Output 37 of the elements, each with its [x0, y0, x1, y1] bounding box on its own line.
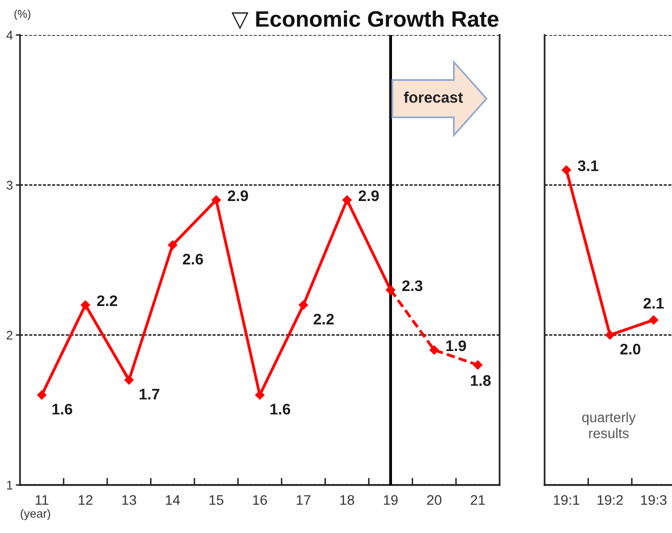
data-label: 2.3 — [402, 280, 422, 292]
x-tick-label: 12 — [78, 495, 92, 505]
data-label: 1.6 — [270, 404, 290, 415]
data-label: 2.0 — [620, 344, 640, 355]
x-tick-label: 19 — [384, 495, 398, 505]
data-label: 2.1 — [644, 298, 664, 308]
x-tick-label: 19:1 — [554, 495, 580, 505]
x-tick-label: 11 — [36, 495, 48, 505]
y-tick-label: 4 — [6, 30, 13, 40]
data-label: 2.6 — [182, 254, 204, 265]
x-tick-label: 18 — [340, 495, 354, 505]
annotation: quarterly results — [582, 412, 636, 438]
data-label: 2.2 — [97, 295, 118, 306]
y-tick-label: 2 — [6, 330, 12, 340]
data-label: 1.9 — [446, 340, 466, 352]
x-tick-label: 16 — [253, 495, 267, 505]
y-tick-label: 1 — [7, 480, 12, 490]
x-tick-label: 21 — [470, 495, 485, 505]
x-axis-title: (year) — [20, 509, 50, 520]
y-axis-title: (%) — [14, 10, 30, 20]
x-tick-label: 14 — [166, 495, 180, 505]
chart-title: ▽ Economic Growth Rate — [232, 10, 498, 30]
x-tick-label: 15 — [210, 495, 224, 505]
ref-line-label: forecast — [404, 92, 463, 103]
x-tick-label: 13 — [122, 495, 136, 505]
x-tick-label: 17 — [296, 495, 310, 505]
data-label: 1.7 — [140, 388, 160, 400]
data-label: 1.8 — [470, 375, 491, 386]
data-label: 2.9 — [228, 190, 248, 202]
data-label: 2.2 — [314, 314, 334, 324]
data-label: 1.6 — [52, 404, 72, 415]
x-tick-label: 20 — [427, 495, 442, 505]
x-tick-label: 19:2 — [598, 495, 623, 505]
data-label: 2.9 — [358, 190, 379, 202]
y-tick-label: 3 — [6, 180, 13, 190]
x-tick-label: 19:3 — [641, 495, 667, 505]
data-label: 3.1 — [578, 160, 598, 172]
